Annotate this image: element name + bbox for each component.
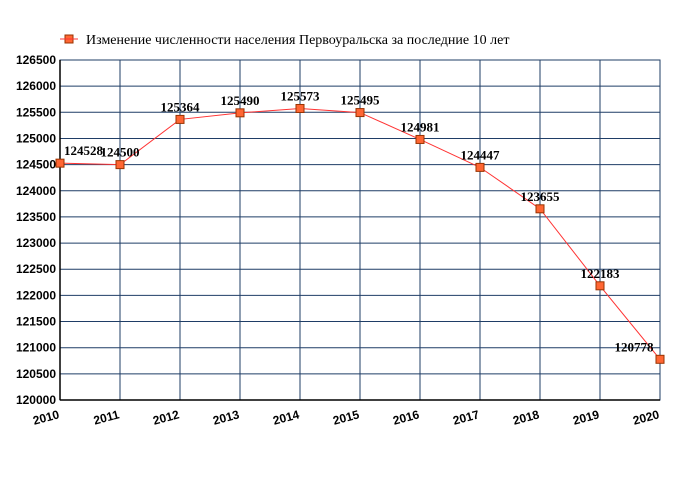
x-tick-label: 2013 [211,407,241,428]
x-tick-label: 2020 [631,407,661,428]
y-tick-label: 120000 [16,393,56,407]
y-tick-label: 122500 [16,262,56,276]
y-tick-label: 123500 [16,210,56,224]
y-tick-label: 122000 [16,288,56,302]
y-tick-label: 124500 [16,158,56,172]
data-label: 124981 [401,119,440,134]
series-markers [55,103,665,364]
data-point [475,162,485,172]
x-tick-label: 2011 [92,407,121,427]
y-tick-label: 120500 [16,367,56,381]
data-point [355,108,365,118]
data-label: 122183 [581,266,621,281]
legend-label: Изменение численности населения Первоура… [86,33,509,48]
data-label: 124500 [101,145,140,160]
data-label: 125573 [281,88,321,103]
data-point [55,158,65,168]
data-label: 124528 [64,143,104,158]
data-label: 123655 [521,189,561,204]
y-tick-label: 125500 [16,105,56,119]
data-point [415,134,425,144]
grid [59,59,661,401]
data-label: 125495 [341,93,381,108]
y-tick-label: 126000 [16,79,56,93]
data-point [295,103,305,113]
data-point [175,114,185,124]
x-tick-labels: 2010 2011 2012 2013 2014 2015 2016 2017 2018 2019… [31,407,661,428]
data-label: 125490 [221,93,260,108]
x-tick-label: 2014 [271,407,301,428]
y-tick-labels: 120000 120500 121000 121500 122000 122500 1230… [16,53,56,407]
data-label: 125364 [161,99,201,114]
y-tick-label: 124000 [16,184,56,198]
data-point [115,160,125,170]
y-tick-label: 123000 [16,236,56,250]
y-tick-label: 121500 [16,315,56,329]
data-point [655,354,665,364]
data-label: 124447 [461,147,501,162]
x-tick-label: 2016 [391,407,421,428]
x-tick-label: 2015 [331,407,361,428]
y-tick-label: 121000 [16,341,56,355]
x-tick-label: 2017 [451,407,481,428]
x-tick-label: 2018 [511,407,541,428]
x-tick-label: 2019 [571,407,601,428]
x-tick-label: 2012 [151,407,181,428]
data-label: 120778 [615,339,655,354]
x-tick-label: 2010 [31,407,61,428]
data-point [535,204,545,214]
y-tick-label: 125000 [16,131,56,145]
data-point [595,281,605,291]
y-tick-label: 126500 [16,53,56,67]
data-point [235,108,245,118]
legend: Изменение численности населения Первоура… [60,33,509,48]
